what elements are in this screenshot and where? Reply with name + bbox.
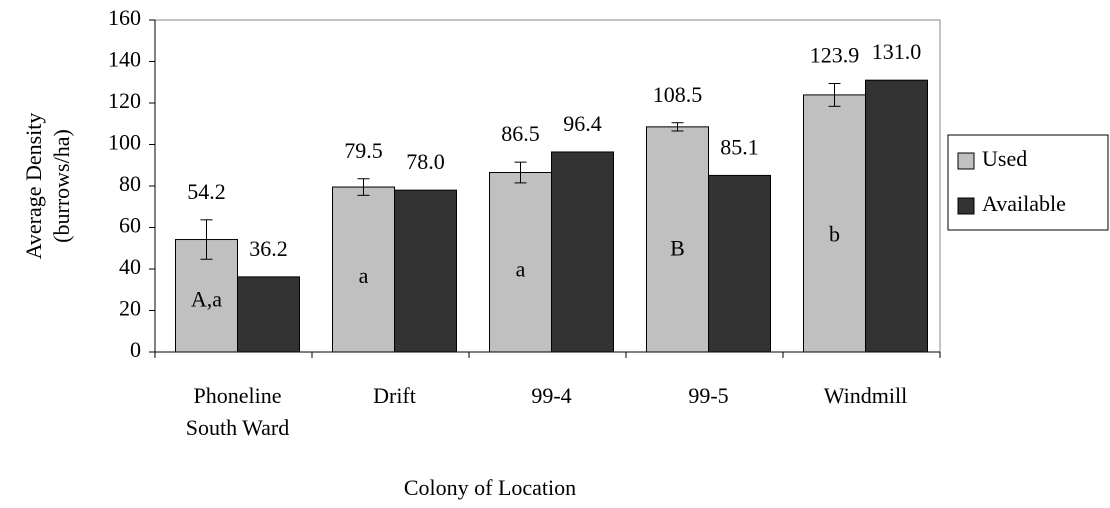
bar [237, 276, 300, 353]
value-label: 131.0 [872, 39, 922, 64]
group-letter: B [670, 236, 685, 261]
y-tick-label: 60 [119, 213, 141, 238]
value-label: 96.4 [563, 111, 602, 136]
error-bar [357, 178, 370, 196]
legend-label: Used [982, 146, 1027, 171]
legend [947, 134, 1109, 231]
legend-swatch [957, 152, 975, 170]
group-letter: b [829, 221, 840, 246]
bar [865, 79, 928, 353]
y-tick-label: 100 [108, 130, 141, 155]
bar [551, 151, 614, 353]
value-label: 78.0 [406, 149, 445, 174]
error-bar [671, 122, 684, 132]
x-tick-label: Windmill [823, 383, 908, 408]
value-label: 54.2 [187, 179, 226, 204]
error-bar [514, 161, 527, 184]
value-label: 86.5 [501, 121, 540, 146]
x-axis-title: Colony of Location [404, 475, 576, 500]
bar [489, 172, 552, 353]
y-tick-label: 120 [108, 88, 141, 113]
group-letter: a [516, 256, 526, 281]
y-tick-label: 20 [119, 296, 141, 321]
y-axis-title: (burrows/ha) [49, 129, 74, 243]
value-label: 123.9 [810, 43, 860, 68]
y-tick-label: 40 [119, 254, 141, 279]
bar [708, 174, 771, 353]
x-tick-label: Phoneline South Ward [185, 383, 290, 440]
x-tick-label: 99-5 [688, 383, 729, 408]
y-tick-label: 140 [108, 47, 141, 72]
error-bar [828, 82, 841, 107]
error-bar [200, 219, 213, 260]
legend-swatch [957, 197, 975, 215]
y-tick-label: 0 [130, 337, 141, 362]
x-tick-label: 99-4 [531, 383, 572, 408]
y-axis-title: Average Density [21, 113, 46, 260]
value-label: 85.1 [720, 134, 759, 159]
y-tick-label: 160 [108, 5, 141, 30]
legend-label: Available [982, 191, 1066, 216]
group-letter: A,a [191, 286, 222, 311]
x-tick-label: Drift [373, 383, 416, 408]
value-label: 79.5 [344, 138, 383, 163]
group-letter: a [359, 263, 369, 288]
bar [394, 189, 457, 353]
bar [646, 126, 709, 353]
y-tick-label: 80 [119, 171, 141, 196]
bar [803, 94, 866, 353]
value-label: 36.2 [249, 236, 288, 261]
value-label: 108.5 [653, 82, 703, 107]
